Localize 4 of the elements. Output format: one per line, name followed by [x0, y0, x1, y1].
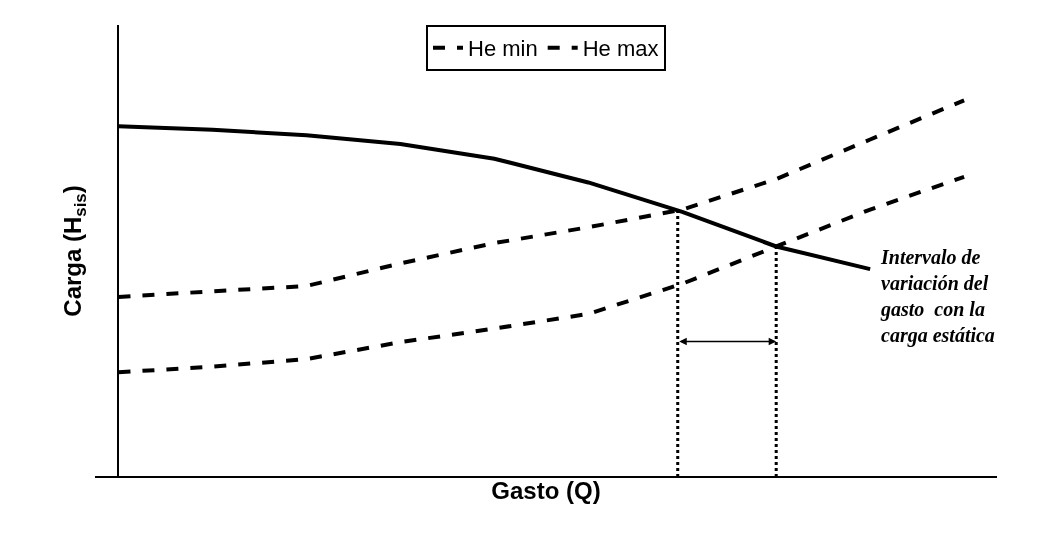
legend-label: He max: [582, 36, 659, 62]
x-axis-title: Gasto (Q): [491, 477, 601, 505]
legend-label: He min: [468, 36, 538, 62]
annotation: Intervalo de variación del gasto con la carga estática: [880, 246, 995, 347]
